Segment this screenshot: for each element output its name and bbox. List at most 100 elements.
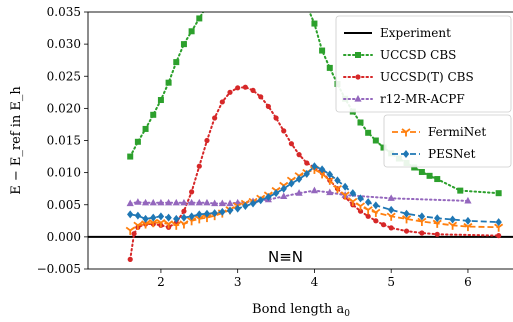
uccsd-cbs-point [372, 137, 379, 144]
r12-mr-acpf-line [129, 189, 469, 205]
r12-mr-acpf-point [188, 198, 196, 206]
x-axis-label-main: Bond length a [252, 302, 344, 317]
uccsd-cbs-point [134, 138, 141, 145]
molecule-annotation: N≡N [268, 248, 303, 266]
legend-label-pesnet: PESNet [428, 147, 476, 161]
ferminet-point [171, 221, 181, 230]
uccsd-t-cbs-point [265, 103, 271, 110]
y-tick-label: 0.005 [47, 198, 81, 212]
uccsd-t-cbs-point [365, 213, 371, 219]
pesnet-point [257, 196, 264, 205]
pesnet-point [434, 214, 441, 223]
r12-mr-acpf-point [134, 198, 142, 205]
uccsd-cbs-point [180, 41, 187, 48]
ferminet-point [141, 220, 151, 229]
pesnet-point [303, 169, 310, 178]
ferminet-point [348, 197, 358, 207]
uccsd-cbs-point [127, 153, 134, 160]
pesnet-point [311, 162, 318, 171]
ferminet-point [417, 217, 427, 226]
pesnet-point [357, 194, 364, 203]
uccsd-cbs-point [380, 144, 387, 151]
x-tick-label: 5 [387, 275, 395, 289]
pesnet-point [196, 210, 203, 219]
uccsd-t-cbs-point [388, 225, 394, 231]
y-tick-label: 0.000 [47, 230, 81, 244]
uccsd-cbs-point [326, 64, 333, 71]
ferminet-point [402, 215, 412, 224]
pesnet-point [349, 189, 357, 198]
legend-entry-uccsd-cbs: UCCSD CBS [343, 48, 456, 62]
ferminet-point [448, 221, 458, 230]
ferminet-point [194, 215, 204, 224]
r12-mr-acpf-point [180, 198, 188, 206]
r12-mr-acpf-point [280, 192, 288, 199]
uccsd-t-cbs-point [127, 256, 133, 262]
y-tick-label: 0.025 [47, 69, 81, 83]
y-tick-label: 0.020 [47, 101, 81, 115]
uccsd-t-cbs-point [434, 231, 440, 237]
y-tick-label: −0.005 [37, 262, 81, 276]
r12-mr-acpf-point [464, 196, 472, 204]
ferminet-point [179, 220, 189, 229]
uccsd-cbs-point [457, 187, 464, 194]
ferminet-point [187, 217, 197, 226]
legend-entry-experiment: Experiment [344, 26, 451, 40]
pesnet-series [127, 162, 502, 227]
uccsd-t-cbs-point [304, 160, 310, 166]
uccsd-cbs-point [357, 119, 364, 126]
uccsd-cbs-point [188, 28, 195, 35]
pesnet-point [334, 176, 341, 185]
uccsd-t-cbs-point [242, 84, 248, 90]
ferminet-point [371, 208, 381, 217]
uccsd-cbs-point [204, 3, 210, 9]
r12-mr-acpf-point [126, 199, 134, 207]
pesnet-point [372, 201, 380, 210]
pesnet-point [295, 175, 303, 184]
uccsd-t-cbs-point [189, 189, 195, 195]
uccsd-t-cbs-point [496, 232, 502, 239]
ferminet-series [125, 165, 504, 235]
r12-mr-acpf-point [157, 198, 165, 206]
ferminet-point [355, 202, 366, 211]
pesnet-point [265, 193, 272, 202]
pesnet-point [418, 212, 426, 221]
pesnet-point [318, 165, 326, 174]
uccsd-cbs-point [319, 47, 326, 54]
r12-mr-acpf-point [218, 199, 226, 207]
pesnet-point [364, 198, 372, 207]
pesnet-point [203, 209, 211, 218]
ferminet-point [340, 191, 350, 200]
pesnet-point [173, 214, 180, 223]
legend-label-experiment: Experiment [380, 26, 451, 40]
legend-label-ferminet: FermiNet [428, 125, 486, 139]
uccsd-cbs-point [157, 97, 164, 104]
x-tick-label: 6 [464, 275, 472, 289]
uccsd-t-cbs-point [288, 141, 295, 147]
uccsd-t-cbs-point [227, 89, 233, 95]
y-tick-label: 0.030 [47, 37, 81, 51]
r12-mr-acpf-series [126, 186, 472, 207]
pesnet-point [249, 199, 257, 208]
x-tick-label: 4 [311, 275, 319, 289]
pesnet-point [280, 184, 287, 193]
uccsd-cbs-point [304, 3, 310, 9]
r12-mr-acpf-point [295, 189, 303, 196]
ferminet-point [125, 226, 135, 235]
pesnet-point [157, 212, 165, 221]
legend-marker-ferminet [401, 128, 411, 137]
pesnet-point [326, 170, 333, 179]
legend-marker-pesnet [402, 150, 410, 158]
pesnet-line [130, 165, 499, 223]
r12-mr-acpf-point [203, 198, 211, 206]
legend-label-uccsd-cbs: UCCSD CBS [380, 48, 456, 62]
y-axis-ticks: −0.005 0.000 0.005 0.010 0.015 0.020 0.025 0.03… [37, 5, 88, 276]
uccsd-t-cbs-point [373, 218, 379, 224]
ferminet-point [156, 219, 166, 228]
legend-label-uccsd-t-cbs: UCCSD(T) CBS [380, 70, 474, 84]
r12-mr-acpf-point [164, 198, 173, 206]
r12-mr-acpf-point [211, 199, 219, 207]
uccsd-t-cbs-point [181, 208, 187, 214]
uccsd-cbs-point [173, 59, 180, 66]
